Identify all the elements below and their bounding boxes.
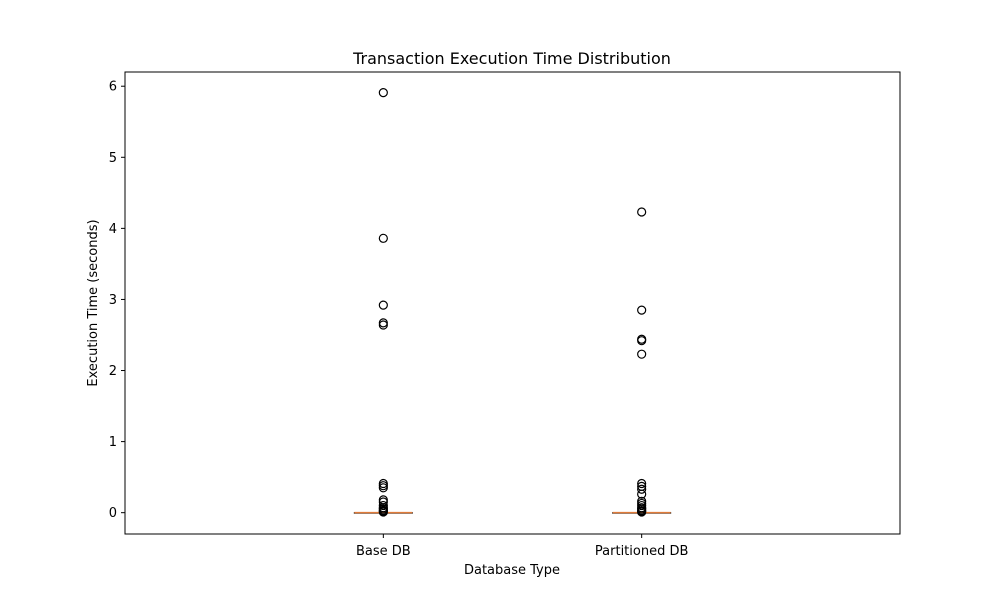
outlier-point xyxy=(378,507,388,517)
outlier-point xyxy=(637,336,647,346)
outlier-point xyxy=(637,207,647,217)
plot-area xyxy=(353,88,672,517)
outlier-point xyxy=(378,233,388,243)
outlier-point xyxy=(637,507,647,517)
y-axis-label: Execution Time (seconds) xyxy=(86,219,101,386)
x-tick-label: Partitioned DB xyxy=(595,544,689,559)
y-tick-label: 4 xyxy=(109,222,117,237)
box-group xyxy=(353,88,413,517)
y-tick-label: 6 xyxy=(109,80,117,95)
x-tick-label: Base DB xyxy=(356,544,411,559)
outlier-point xyxy=(378,483,388,493)
outlier-point xyxy=(637,484,647,494)
y-tick-label: 1 xyxy=(109,435,117,450)
outlier-point xyxy=(637,305,647,315)
outlier-point xyxy=(637,489,647,499)
y-tick-label: 2 xyxy=(109,364,117,379)
outlier-point xyxy=(378,300,388,310)
outlier-point xyxy=(378,320,388,330)
box-group xyxy=(612,207,672,517)
chart-title: Transaction Execution Time Distribution xyxy=(352,49,671,68)
y-tick-label: 3 xyxy=(109,293,117,308)
y-tick-label: 5 xyxy=(109,151,117,166)
y-tick-label: 0 xyxy=(109,506,117,521)
axes-frame xyxy=(124,71,901,535)
outlier-point xyxy=(378,88,388,98)
outlier-point xyxy=(637,478,647,489)
x-axis-label: Database Type xyxy=(464,563,560,578)
outlier-point xyxy=(637,349,647,359)
